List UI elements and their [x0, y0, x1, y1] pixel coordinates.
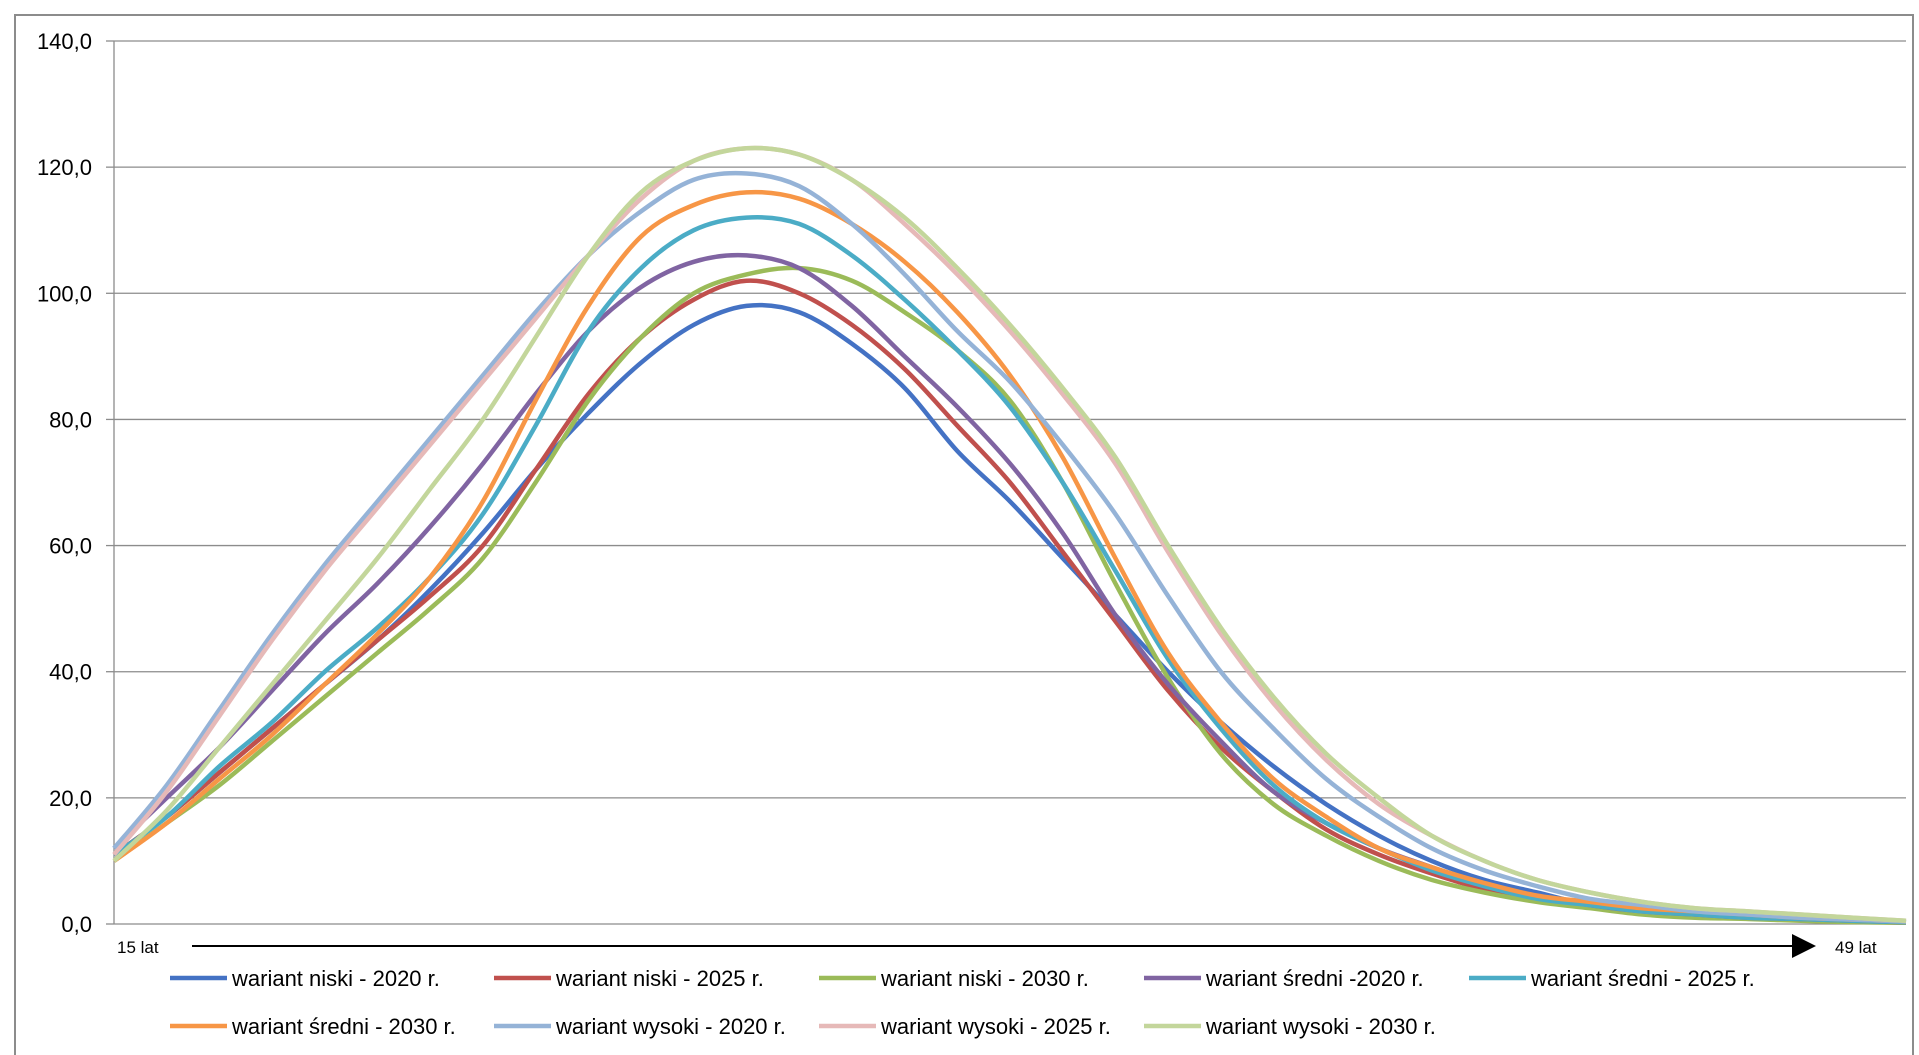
legend-label: wariant średni - 2025 r. [1530, 966, 1755, 991]
legend-label: wariant średni -2020 r. [1205, 966, 1424, 991]
legend-label: wariant średni - 2030 r. [231, 1014, 456, 1039]
y-tick-label: 40,0 [49, 660, 92, 685]
axes: 0,0 20,0 40,0 60,0 80,0 100,0 120,0 140,0 [37, 29, 115, 937]
legend-label: wariant wysoki - 2030 r. [1205, 1014, 1436, 1039]
y-tick-label: 80,0 [49, 407, 92, 432]
series-line-3 [112, 265, 1907, 925]
y-tick-label: 20,0 [49, 786, 92, 811]
series-line-6 [112, 189, 1907, 924]
legend-label: wariant wysoki - 2025 r. [880, 1014, 1111, 1039]
series-line-8 [112, 145, 1907, 924]
y-tick-label: 0,0 [61, 912, 92, 937]
y-tick-label: 60,0 [49, 534, 92, 559]
x-range-indicator: 15 lat 49 lat [117, 934, 1877, 958]
chart-frame [14, 14, 1914, 1055]
legend-label: wariant niski - 2025 r. [555, 966, 764, 991]
x-start-label: 15 lat [117, 938, 159, 957]
x-end-label: 49 lat [1835, 938, 1877, 957]
series-line-7 [112, 170, 1907, 924]
y-tick-label: 100,0 [37, 281, 92, 306]
series-line-9 [112, 145, 1907, 924]
y-tick-label: 120,0 [37, 155, 92, 180]
series-lines [112, 145, 1907, 925]
y-tick-label: 140,0 [37, 29, 92, 54]
legend-label: wariant wysoki - 2020 r. [555, 1014, 786, 1039]
legend: wariant niski - 2020 r. wariant niski - 2… [170, 966, 1755, 1039]
gridlines [114, 40, 1906, 925]
series-line-4 [112, 252, 1907, 925]
legend-label: wariant niski - 2020 r. [231, 966, 440, 991]
legend-label: wariant niski - 2030 r. [880, 966, 1089, 991]
